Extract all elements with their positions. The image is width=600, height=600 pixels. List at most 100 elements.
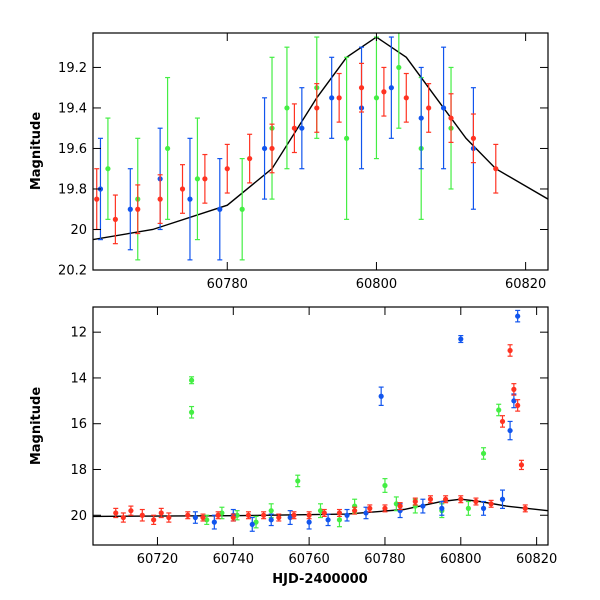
data-point-blue [187,137,193,261]
data-point-red [128,505,134,516]
data-point-green [188,376,195,385]
data-point-red [291,103,297,154]
data-point-red [397,502,403,511]
data-point-red [200,513,206,522]
data-point-red [473,497,479,506]
data-point-blue [420,498,426,514]
data-point-green [219,506,225,520]
data-point-blue [480,500,487,516]
x-tick-label: 60780 [207,277,248,292]
data-point-blue [268,513,274,527]
x-tick-label: 60800 [356,277,397,292]
x-tick-label: 60740 [213,552,254,567]
data-point-red [507,344,513,357]
data-point-blue [299,87,305,170]
data-point-blue [211,514,217,530]
bottom-plot-area [93,309,548,532]
model-curve [93,36,548,241]
data-point-blue [329,56,335,139]
x-tick-label: 60760 [288,552,329,567]
data-point-red [358,62,365,113]
x-tick-label: 60820 [505,277,546,292]
data-point-blue [127,168,133,251]
data-point-green [105,117,111,220]
y-tick-label: 14 [70,371,87,386]
data-point-red [499,415,506,428]
data-point-red [493,143,499,194]
data-point-green [188,405,195,419]
data-point-blue [458,335,464,344]
data-point-blue [499,489,506,509]
data-point-red [458,495,464,504]
data-point-blue [287,510,293,526]
data-point-red [151,514,157,526]
data-point-red [306,511,312,520]
data-point-blue [192,511,198,524]
data-point-green [194,117,201,241]
top-y-axis-label: Magnitude [29,112,44,191]
data-point-red [261,511,267,520]
data-point-blue [388,36,394,139]
data-point-blue [261,97,268,200]
y-tick-label: 18 [70,463,87,478]
data-point-green [317,503,324,519]
bottom-panel: 60720 60740 60760 60780 60800 60820 12 14 16 18 20… [29,306,557,587]
data-point-red [412,497,418,506]
y-tick-label: 12 [70,326,87,341]
data-point-red [94,168,100,231]
data-point-blue [418,66,424,170]
data-point-blue [325,513,331,527]
bottom-x-axis-label: HJD-2400000 [272,572,367,587]
top-panel: 60780 60800 60820 19.2 19.4 19.6 19.8 20 20.2 Ma… [29,32,549,292]
data-point-red [269,123,275,174]
data-point-green [373,36,380,160]
data-point-red [113,507,119,519]
data-point-blue [378,386,384,407]
data-point-red [515,399,521,412]
data-point-red [230,513,236,522]
data-point-red [202,153,208,204]
data-point-red [426,83,432,133]
data-point-red [511,383,517,396]
data-point-red [314,83,320,133]
data-point-red [139,508,145,522]
data-point-red [448,93,454,143]
data-point-red [443,495,449,504]
y-tick-label: 19.6 [58,142,87,157]
y-tick-label: 16 [70,417,87,432]
y-tick-label: 20 [70,223,87,238]
data-point-blue [217,157,223,261]
data-point-blue [515,309,521,323]
x-tick-label: 60720 [137,552,178,567]
data-point-green [382,478,388,493]
bottom-ticks: 60720 60740 60760 60780 60800 60820 12 14 16 18 20 [70,307,557,567]
x-tick-label: 60800 [440,552,481,567]
y-tick-label: 19.8 [58,182,87,197]
top-plot-area [93,33,548,261]
data-point-blue [439,500,445,516]
data-point-red [276,513,282,522]
x-tick-label: 60780 [364,552,405,567]
data-point-red [291,511,297,520]
data-point-blue [507,420,513,441]
data-point-blue [344,508,350,522]
data-point-red [381,66,387,117]
top-ticks: 60780 60800 60820 19.2 19.4 19.6 19.8 20 20.2 [58,33,548,292]
y-tick-label: 19.4 [58,101,87,116]
data-point-red [157,174,163,225]
data-point-red [185,511,191,520]
top-plot-frame [92,32,549,271]
x-tick-label: 60820 [516,552,557,567]
data-point-red [403,72,409,123]
bottom-plot-frame [92,306,549,546]
data-point-blue [440,46,447,170]
data-point-red [179,164,186,214]
data-point-red [470,113,477,164]
data-point-red [336,72,342,123]
data-point-red [427,495,434,504]
data-point-red [352,506,358,515]
y-tick-label: 20 [70,509,87,524]
data-point-green [344,56,350,220]
data-point-green [295,474,301,488]
data-point-red [247,133,253,184]
